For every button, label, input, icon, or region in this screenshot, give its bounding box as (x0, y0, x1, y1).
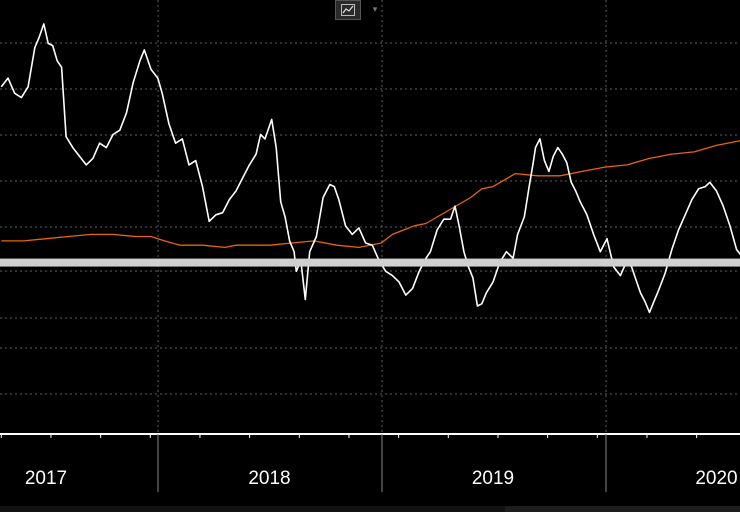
bottom-scroll-strip (0, 506, 740, 512)
chevron-down-icon[interactable]: ▾ (372, 4, 378, 14)
line-chart-icon (341, 4, 355, 16)
chart-type-button[interactable] (335, 0, 361, 20)
x-tick-label-2017: 2017 (25, 468, 67, 489)
x-tick-label-2018: 2018 (248, 468, 290, 489)
reference-line (0, 258, 740, 267)
grid-lines (0, 0, 740, 434)
x-tick-label-2020: 2020 (695, 468, 737, 489)
series-line-comparison (1, 140, 740, 249)
reference-line-group (0, 258, 740, 267)
x-tick-label-2019: 2019 (472, 468, 514, 489)
scroll-thumb[interactable] (505, 506, 740, 512)
x-axis: 2017 2018 2019 2020 (0, 433, 740, 492)
